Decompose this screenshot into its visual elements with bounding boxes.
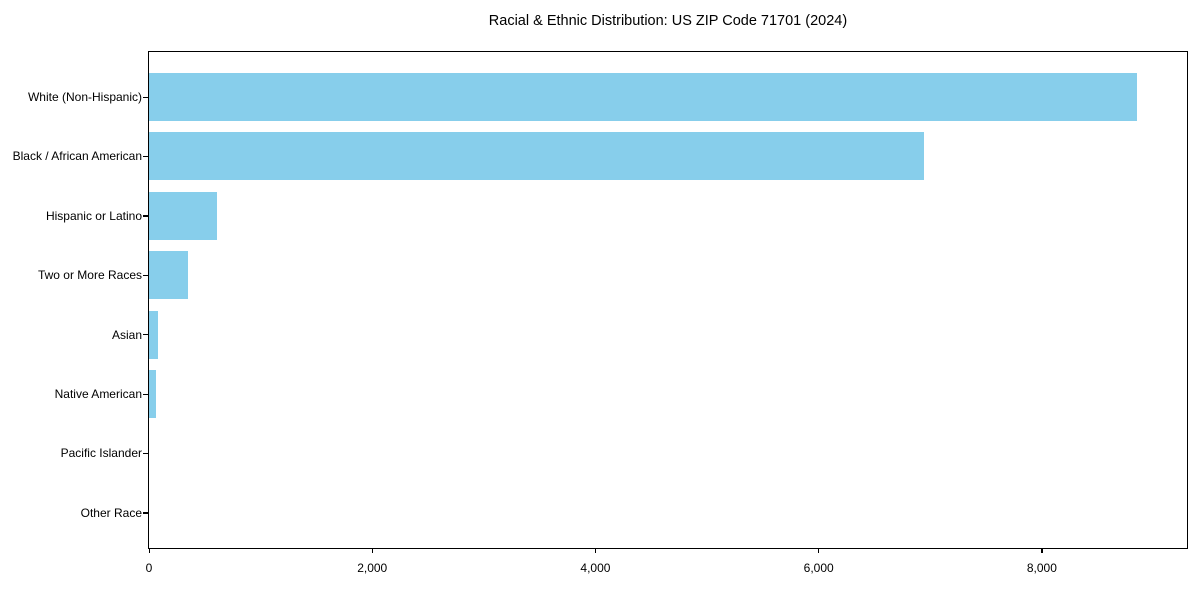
y-tick-hispanic-or-latino (143, 215, 148, 217)
chart-title: Racial & Ethnic Distribution: US ZIP Cod… (488, 13, 848, 29)
x-tick-0 (148, 549, 150, 553)
bar-hispanic-or-latino (149, 191, 218, 240)
x-tick-6-000 (818, 549, 820, 553)
x-tick-label-8-000: 8,000 (1026, 561, 1057, 575)
y-label-other-race: Other Race (80, 505, 142, 520)
x-tick-label-6-000: 6,000 (803, 561, 834, 575)
bar-black-african-american (149, 132, 924, 181)
y-label-white-non-hispanic: White (Non-Hispanic) (27, 90, 142, 104)
x-tick-label-0: 0 (145, 561, 153, 575)
y-label-black-african-american: Black / African American (12, 149, 142, 164)
y-tick-other-race (143, 512, 148, 514)
y-tick-white-non-hispanic (143, 96, 148, 98)
y-label-pacific-islander: Pacific Islander (60, 446, 142, 461)
bar-asian (149, 310, 158, 359)
y-label-native-american: Native American (54, 387, 142, 401)
x-tick-4-000 (594, 549, 597, 553)
y-label-two-or-more-races: Two or More Races (37, 268, 142, 283)
y-tick-pacific-islander (143, 452, 148, 455)
x-tick-label-2-000: 2,000 (357, 561, 388, 575)
x-tick-label-4-000: 4,000 (580, 561, 611, 575)
bar-native-american (149, 370, 156, 418)
y-tick-native-american (143, 393, 148, 395)
bar-white-non-hispanic (149, 73, 1137, 121)
y-tick-asian (143, 334, 148, 336)
bar-two-or-more-races (149, 251, 189, 300)
y-label-hispanic-or-latino: Hispanic or Latino (45, 208, 142, 223)
x-tick-8-000 (1041, 549, 1043, 553)
plot-area (148, 51, 1188, 549)
x-tick-2-000 (371, 549, 374, 553)
y-tick-black-african-american (143, 155, 148, 158)
y-tick-two-or-more-races (143, 274, 148, 276)
y-label-asian: Asian (111, 327, 142, 342)
